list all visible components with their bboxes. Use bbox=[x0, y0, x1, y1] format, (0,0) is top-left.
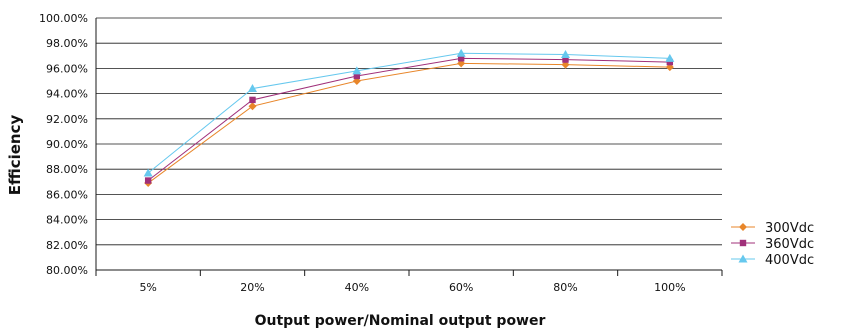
legend-label: 400Vdc bbox=[765, 253, 814, 268]
data-point-square bbox=[562, 56, 569, 63]
legend-label: 360Vdc bbox=[765, 237, 814, 252]
data-point-triangle bbox=[561, 50, 570, 59]
y-tick-label: 98.00% bbox=[46, 37, 88, 50]
data-point-triangle bbox=[665, 53, 675, 62]
legend-item: 360Vdc bbox=[731, 237, 814, 252]
data-point-triangle bbox=[248, 84, 257, 93]
y-tick-label: 100.00% bbox=[39, 12, 88, 25]
data-point-triangle bbox=[456, 48, 466, 57]
y-tick-labels: 80.00% 82.00% 84.00% 86.00% 88.00% 90.00% 92.0… bbox=[39, 12, 88, 277]
y-tick-label: 82.00% bbox=[46, 239, 88, 252]
data-point-square bbox=[666, 58, 674, 66]
data-point-square bbox=[739, 239, 747, 247]
series-lines bbox=[147, 52, 670, 184]
y-tick-label: 86.00% bbox=[46, 188, 88, 201]
legend-label: 300Vdc bbox=[765, 221, 814, 236]
y-tick-label: 92.00% bbox=[46, 113, 88, 126]
data-point-diamond bbox=[561, 60, 570, 69]
y-tick-label: 84.00% bbox=[46, 214, 88, 227]
data-point-triangle bbox=[738, 254, 748, 263]
x-axis-title: Output power/Nominal output power bbox=[255, 313, 546, 329]
y-tick-label: 88.00% bbox=[46, 163, 88, 176]
x-tick-label: 20% bbox=[240, 281, 264, 294]
x-tick-label: 80% bbox=[553, 281, 577, 294]
x-tick-label: 100% bbox=[654, 281, 685, 294]
data-point-triangle bbox=[143, 168, 153, 177]
axes bbox=[95, 18, 723, 276]
data-point-square bbox=[249, 96, 256, 104]
x-tick-label: 5% bbox=[139, 281, 156, 294]
legend-item: 400Vdc bbox=[731, 253, 814, 268]
data-point-square bbox=[457, 55, 465, 62]
data-point-square bbox=[144, 177, 152, 184]
series-line-300Vdc bbox=[147, 62, 670, 184]
y-axis-title: Efficiency bbox=[6, 115, 24, 196]
data-point-square bbox=[353, 72, 361, 80]
y-tick-label: 80.00% bbox=[46, 264, 88, 277]
x-tick-label: 60% bbox=[449, 281, 473, 294]
series-line-360Vdc bbox=[147, 57, 670, 181]
data-point-diamond bbox=[739, 223, 747, 231]
x-tick-labels: 5% 20% 40% 60% 80% 100% bbox=[139, 281, 685, 294]
legend-item: 300Vdc bbox=[731, 221, 814, 236]
data-point-diamond bbox=[248, 102, 257, 111]
x-tick-label: 40% bbox=[345, 281, 369, 294]
grid-lines bbox=[96, 17, 722, 271]
y-tick-label: 90.00% bbox=[46, 138, 88, 151]
series-markers bbox=[143, 48, 675, 188]
y-tick-label: 94.00% bbox=[46, 88, 88, 101]
y-tick-label: 96.00% bbox=[46, 62, 88, 75]
data-point-triangle bbox=[352, 66, 362, 75]
series-line-400Vdc bbox=[147, 52, 670, 174]
